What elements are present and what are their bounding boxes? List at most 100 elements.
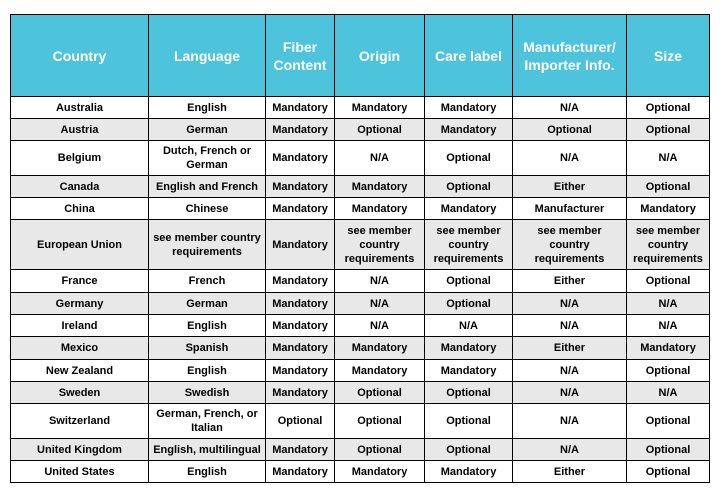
table-cell: Swedish [148, 381, 266, 404]
table-cell: Manufacturer [512, 197, 627, 220]
table-cell: Mandatory [265, 197, 335, 220]
table-cell: Mandatory [424, 460, 513, 483]
country-cell: Ireland [10, 314, 149, 337]
table-body: Australia English Mandatory Mandatory Mandat… [10, 96, 710, 483]
table-row: Germany German Mandatory N/A Optional N/A N/A [10, 292, 710, 315]
table-row: Mexico Spanish Mandatory Mandatory Mandatory… [10, 336, 710, 360]
table-cell: English and French [148, 175, 266, 198]
table-cell: Dutch, French or German [148, 140, 266, 176]
table-cell: Optional [334, 381, 425, 404]
table-cell: Mandatory [265, 438, 335, 461]
table-cell: Optional [626, 175, 710, 198]
table-cell: Optional [424, 175, 513, 198]
table-cell: Optional [626, 118, 710, 141]
table-cell: Optional [334, 403, 425, 439]
table-cell: Optional [265, 403, 335, 439]
table-cell: N/A [512, 292, 627, 315]
table-row: Belgium Dutch, French or German Mandatory N… [10, 140, 710, 176]
column-header: Country [10, 14, 149, 97]
table-cell: N/A [626, 292, 710, 315]
table-row: China Chinese Mandatory Mandatory Mandatory M… [10, 197, 710, 220]
table-row: United Kingdom English, multilingual Manda… [10, 438, 710, 461]
header-row: Country Language Fiber Content Origin Care l… [10, 14, 710, 97]
table-cell: English [148, 96, 266, 119]
column-header: Care label [424, 14, 513, 97]
table-cell: Mandatory [265, 381, 335, 404]
table-cell: Mandatory [265, 118, 335, 141]
column-header: Manufacturer/ Importer Info. [512, 14, 627, 97]
table-cell: Optional [334, 118, 425, 141]
table-cell: Spanish [148, 336, 266, 360]
table-cell: Mandatory [265, 292, 335, 315]
table-row: Ireland English Mandatory N/A N/A N/A N/A [10, 314, 710, 337]
table-cell: Mandatory [424, 96, 513, 119]
column-header: Language [148, 14, 266, 97]
table-cell: N/A [424, 314, 513, 337]
table-cell: N/A [512, 359, 627, 382]
table-cell: N/A [334, 269, 425, 293]
table-cell: see member country requirements [148, 219, 266, 270]
column-header: Size [626, 14, 710, 97]
table-cell: Mandatory [424, 197, 513, 220]
table-cell: Optional [626, 359, 710, 382]
table-row: Australia English Mandatory Mandatory Mandat… [10, 96, 710, 119]
table-cell: Either [512, 336, 627, 360]
table-row: United States English Mandatory Mandatory Ma… [10, 460, 710, 483]
table-cell: Optional [626, 403, 710, 439]
table-cell: Optional [626, 96, 710, 119]
table-cell: Chinese [148, 197, 266, 220]
table-cell: N/A [512, 140, 627, 176]
table-cell: see member country requirements [424, 219, 513, 270]
table-row: European Union see member country require… [10, 219, 710, 270]
table-cell: N/A [512, 314, 627, 337]
table-header: Country Language Fiber Content Origin Care l… [10, 14, 710, 97]
table-cell: N/A [512, 381, 627, 404]
table-cell: Optional [424, 292, 513, 315]
country-cell: Switzerland [10, 403, 149, 439]
column-header: Origin [334, 14, 425, 97]
table-cell: English, multilingual [148, 438, 266, 461]
table-cell: Mandatory [626, 197, 710, 220]
table-cell: Mandatory [265, 460, 335, 483]
table-cell: Mandatory [334, 359, 425, 382]
table-row: Austria German Mandatory Optional Mandatory O… [10, 118, 710, 141]
table-cell: Mandatory [265, 314, 335, 337]
table-cell: Mandatory [265, 336, 335, 360]
table-row: France French Mandatory N/A Optional Either Op… [10, 269, 710, 293]
table-cell: Mandatory [265, 269, 335, 293]
country-cell: United Kingdom [10, 438, 149, 461]
country-cell: Austria [10, 118, 149, 141]
country-cell: France [10, 269, 149, 293]
table-cell: Mandatory [334, 96, 425, 119]
table-row: New Zealand English Mandatory Mandatory Mand… [10, 359, 710, 382]
table-cell: Mandatory [424, 359, 513, 382]
country-cell: Belgium [10, 140, 149, 176]
table-cell: German [148, 118, 266, 141]
country-cell: Sweden [10, 381, 149, 404]
table-cell: Mandatory [265, 140, 335, 176]
table-cell: Optional [334, 438, 425, 461]
table-cell: Mandatory [334, 197, 425, 220]
table-cell: Either [512, 175, 627, 198]
table-cell: see member country requirements [626, 219, 710, 270]
country-cell: Germany [10, 292, 149, 315]
table-cell: Optional [424, 140, 513, 176]
table-cell: Mandatory [424, 118, 513, 141]
table-cell: N/A [512, 96, 627, 119]
table-cell: English [148, 460, 266, 483]
table-cell: N/A [512, 438, 627, 461]
labeling-table: Country Language Fiber Content Origin Care l… [10, 14, 710, 483]
table-cell: Optional [626, 269, 710, 293]
table-cell: Mandatory [265, 175, 335, 198]
table-cell: Optional [424, 381, 513, 404]
table-cell: English [148, 314, 266, 337]
table-cell: German [148, 292, 266, 315]
country-cell: European Union [10, 219, 149, 270]
table-cell: Optional [626, 460, 710, 483]
table-cell: Mandatory [265, 219, 335, 270]
country-cell: United States [10, 460, 149, 483]
table-cell: Either [512, 269, 627, 293]
country-cell: New Zealand [10, 359, 149, 382]
table-cell: N/A [512, 403, 627, 439]
